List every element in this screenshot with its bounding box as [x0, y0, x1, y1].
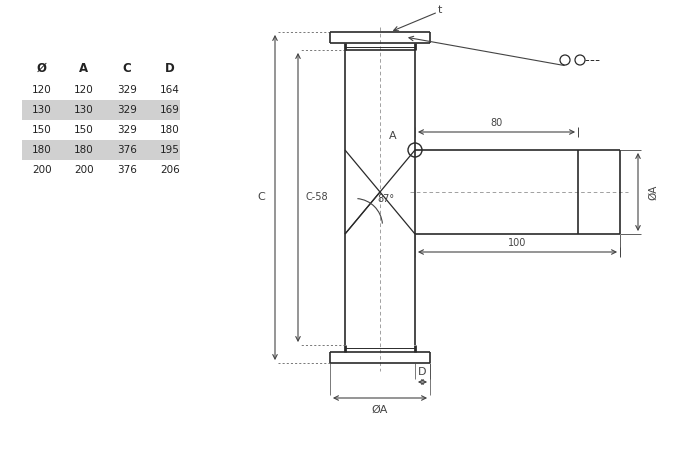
Text: 329: 329: [117, 85, 137, 95]
Text: 376: 376: [117, 165, 137, 175]
Text: 195: 195: [160, 145, 180, 155]
Text: 180: 180: [32, 145, 52, 155]
Text: 206: 206: [160, 165, 180, 175]
Text: D: D: [419, 367, 427, 377]
Text: ØA: ØA: [372, 405, 388, 415]
Text: D: D: [165, 62, 175, 75]
Text: 100: 100: [508, 238, 527, 248]
Text: 164: 164: [160, 85, 180, 95]
Text: 87°: 87°: [377, 194, 394, 204]
Text: 329: 329: [117, 105, 137, 115]
Text: 180: 180: [160, 125, 180, 135]
Text: 130: 130: [74, 105, 94, 115]
Text: 150: 150: [32, 125, 52, 135]
Text: 130: 130: [32, 105, 52, 115]
Text: 80: 80: [490, 118, 503, 128]
Text: 120: 120: [32, 85, 52, 95]
Text: C: C: [123, 62, 132, 75]
Text: C: C: [258, 193, 265, 202]
Text: 200: 200: [74, 165, 94, 175]
Text: A: A: [79, 62, 88, 75]
Text: 376: 376: [117, 145, 137, 155]
Text: 329: 329: [117, 125, 137, 135]
Text: A: A: [389, 131, 397, 141]
Text: 200: 200: [32, 165, 52, 175]
Text: 180: 180: [74, 145, 94, 155]
Text: C-58: C-58: [306, 193, 329, 202]
Bar: [22, 100, 180, 120]
Text: Ø: Ø: [37, 62, 47, 75]
Text: 169: 169: [160, 105, 180, 115]
Text: ØA: ØA: [648, 184, 658, 200]
Text: 150: 150: [74, 125, 94, 135]
Text: t: t: [438, 5, 443, 15]
Text: 120: 120: [74, 85, 94, 95]
Bar: [22, 140, 180, 160]
